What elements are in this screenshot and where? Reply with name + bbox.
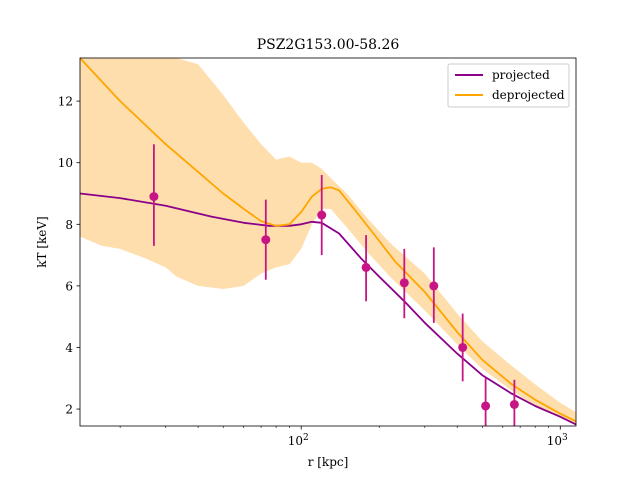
- data-point-8: [509, 399, 519, 409]
- y-tick-label: 8: [65, 218, 73, 232]
- data-point-7: [481, 401, 491, 411]
- data-point-5: [429, 281, 439, 291]
- data-point-4: [399, 278, 409, 288]
- series-line-projected: [80, 192, 576, 426]
- series-line-deprojected: [80, 58, 576, 423]
- x-tick-label: 102: [288, 433, 309, 448]
- axes-frame: [79, 57, 577, 427]
- y-tick-label: 4: [65, 341, 73, 355]
- x-axis-label: r [kpc]: [308, 455, 349, 469]
- data-point-3: [361, 262, 371, 272]
- legend-label-deprojected: deprojected: [492, 88, 565, 102]
- y-tick-label: 10: [58, 156, 73, 170]
- legend: projected deprojected: [447, 63, 570, 108]
- y-axis-label: kT [keV]: [35, 216, 49, 268]
- deprojected-uncertainty-band: [80, 58, 576, 425]
- y-tick-label: 6: [65, 279, 73, 293]
- plot-area: [80, 58, 576, 426]
- chart-title: PSZ2G153.00-58.26: [257, 37, 400, 53]
- data-point-1: [261, 235, 271, 245]
- x-tick-label: 103: [547, 433, 568, 448]
- y-tick-label: 2: [65, 403, 73, 417]
- data-point-6: [458, 342, 468, 352]
- axis-ticks: 2 4 6 8 10 12 102 103: [58, 95, 568, 448]
- data-point-0: [149, 192, 159, 202]
- y-tick-label: 12: [58, 95, 73, 109]
- data-point-2: [317, 210, 327, 220]
- legend-label-projected: projected: [492, 68, 550, 82]
